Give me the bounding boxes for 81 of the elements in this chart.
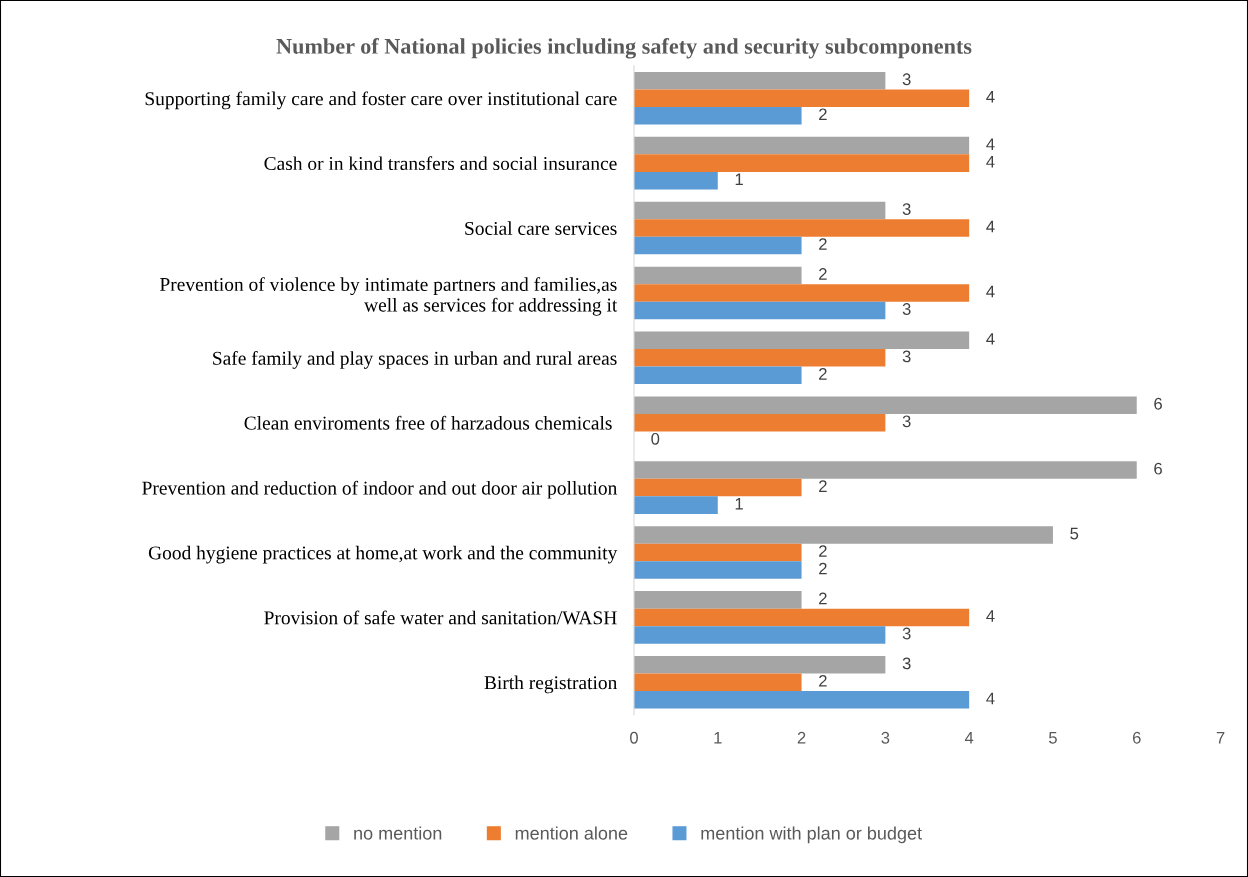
bar (633, 543, 802, 562)
data-label: 3 (902, 415, 911, 428)
data-label: 3 (902, 203, 911, 215)
y-tick-label: Clean enviroments free of harzadous chemicals (244, 415, 612, 430)
x-tick-label: 7 (1216, 732, 1225, 744)
bar (633, 219, 970, 237)
data-label: 1 (735, 173, 743, 185)
chart-title: Number of National policies including safety and security subcomponents (276, 37, 972, 59)
bar (633, 171, 718, 190)
x-tick-label: 3 (881, 731, 890, 744)
x-tick-label: 5 (1048, 732, 1057, 744)
data-label: 4 (986, 285, 995, 298)
data-label: 0 (651, 432, 660, 445)
legend-label: mention with plan or budget (701, 826, 922, 844)
data-label: 5 (1070, 527, 1079, 540)
data-label: 4 (986, 333, 995, 345)
data-label: 2 (819, 562, 827, 575)
bar (633, 673, 802, 692)
data-label: 4 (986, 692, 995, 705)
y-tick-label: Prevention of violence by intimate partners and families,as well as services for addressing it (159, 277, 618, 316)
data-label: 3 (902, 627, 911, 640)
bar (633, 331, 970, 350)
bar (633, 656, 886, 674)
data-label: 3 (902, 350, 911, 363)
y-tick-label: Safe family and play spaces in urban and rural areas (213, 350, 617, 369)
bar (633, 301, 886, 320)
bar (633, 136, 970, 155)
bar (633, 349, 886, 367)
bar (633, 89, 970, 107)
bar (633, 266, 802, 285)
data-label: 6 (1154, 462, 1162, 475)
bar (633, 591, 802, 609)
bar (633, 626, 886, 644)
data-label: 4 (986, 155, 995, 168)
y-tick-label: Social care services (465, 221, 617, 235)
bar (633, 366, 802, 385)
x-tick-label: 1 (714, 732, 722, 744)
bar (633, 106, 802, 125)
x-tick-label: 6 (1132, 731, 1141, 744)
bar (633, 396, 1137, 414)
data-label: 4 (986, 220, 995, 233)
data-label: 2 (819, 545, 827, 557)
data-label: 2 (819, 238, 827, 250)
legend-label: no mention (354, 826, 442, 840)
x-tick-label: 4 (964, 732, 974, 744)
data-label: 2 (819, 368, 827, 380)
y-tick-label: Prevention and reduction of indoor and out door air pollution (142, 480, 618, 499)
x-tick-label: 0 (630, 731, 638, 744)
bar (633, 71, 886, 90)
data-label: 1 (735, 497, 743, 510)
bar (633, 413, 886, 432)
bar (633, 236, 802, 255)
bar (633, 154, 970, 172)
bar (633, 691, 970, 709)
bar (633, 478, 802, 497)
data-label: 2 (819, 674, 827, 687)
y-tick-label: Birth registration (484, 675, 618, 694)
bar (633, 608, 970, 627)
y-tick-label: Provision of safe water and sanitation/WASH (264, 610, 617, 625)
y-tick-label: Supporting family care and foster care over institutional care (145, 91, 617, 110)
data-label: 3 (902, 73, 911, 86)
data-label: 2 (819, 480, 827, 492)
data-label: 3 (902, 303, 911, 315)
data-label: 4 (986, 91, 995, 103)
data-label: 6 (1154, 397, 1162, 410)
bar (633, 561, 802, 579)
data-label: 4 (986, 610, 995, 622)
y-tick-label: Good hygiene practices at home,at work and the community (148, 545, 618, 564)
bar (633, 526, 1053, 544)
legend-label: mention alone (515, 826, 628, 840)
bar (633, 461, 1137, 479)
data-label: 2 (819, 108, 827, 121)
x-tick-label: 2 (797, 731, 806, 744)
data-label: 3 (902, 657, 911, 670)
data-label: 4 (986, 138, 995, 150)
data-label: 2 (819, 268, 827, 280)
bar (633, 201, 886, 220)
y-tick-label: Cash or in kind transfers and social insurance (264, 156, 617, 171)
bar (633, 284, 970, 302)
bar (633, 496, 718, 514)
data-label: 2 (819, 592, 827, 605)
